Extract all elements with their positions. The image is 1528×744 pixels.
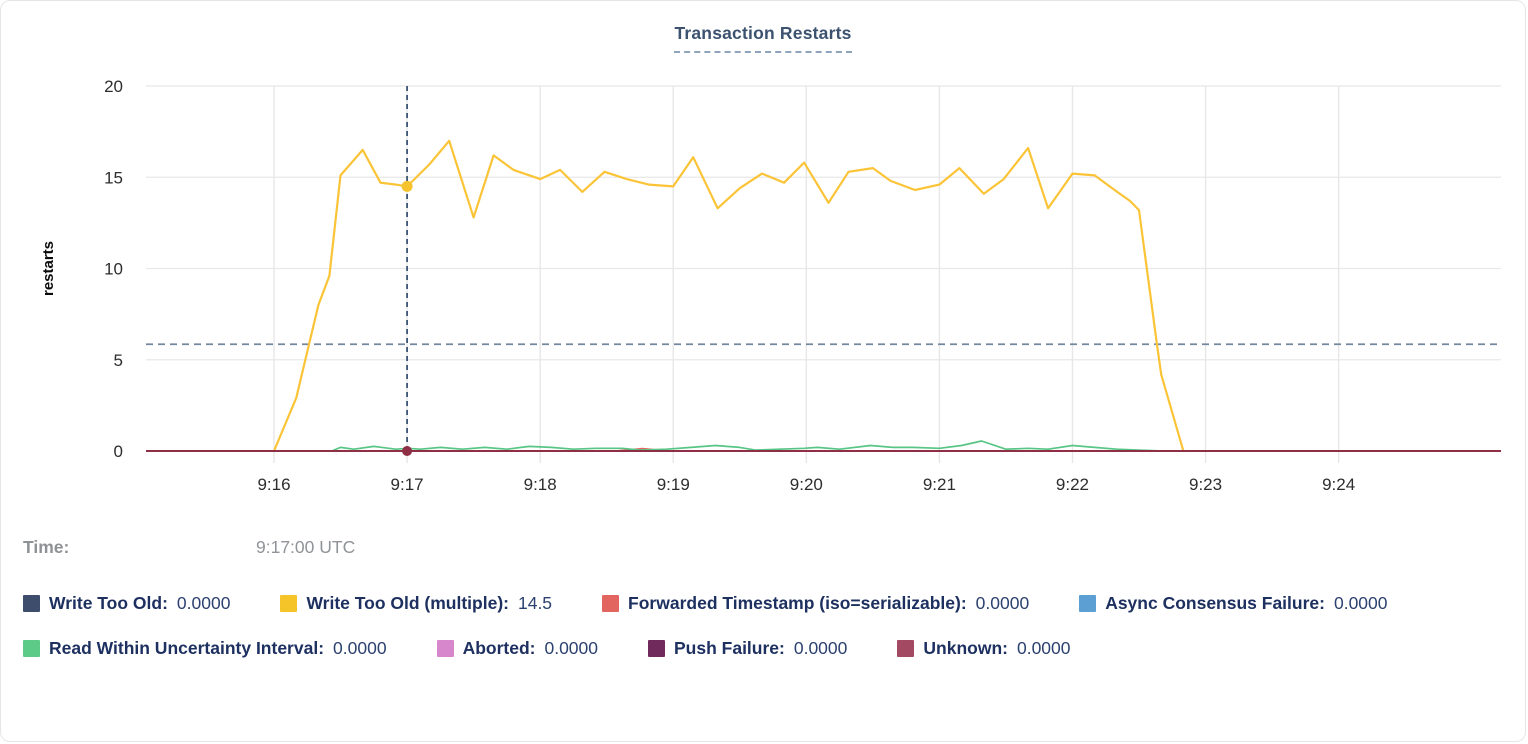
legend-swatch-write-too-old-icon	[23, 594, 40, 612]
series-line-read-within-uncertainty-interval	[331, 440, 1179, 452]
x-tick-label: 9:16	[257, 475, 290, 494]
legend-swatch-read-within-uncertainty-interval-icon	[23, 639, 40, 657]
legend-item-async-consensus-failure: Async Consensus Failure: 0.0000	[1079, 590, 1388, 616]
y-tick-label: 15	[104, 168, 123, 187]
time-label: Time:	[23, 537, 70, 557]
legend-swatch-aborted-icon	[436, 639, 454, 657]
y-axis-label: restarts	[40, 241, 57, 296]
series-line-write-too-old-multiple	[272, 139, 1185, 452]
legend-value: 0.0000	[1333, 592, 1388, 613]
legend-swatch-push-failure-icon	[648, 639, 665, 657]
legend-swatch-unknown-icon	[897, 639, 915, 657]
legend-value: 0.0000	[793, 637, 848, 658]
tooltip-time-row: Time: 9:17:00 UTC	[23, 537, 723, 558]
legend: Write Too Old: 0.0000 Write Too Old (multi…	[23, 590, 1505, 661]
y-tick-label: 5	[114, 351, 123, 370]
highlight-dot-unknown	[402, 446, 413, 456]
legend-item-aborted: Aborted: 0.0000	[436, 635, 598, 661]
legend-value: 0.0000	[176, 592, 231, 613]
legend-swatch-write-too-old-multiple-icon	[280, 594, 298, 612]
transaction-restarts-chart[interactable]: 0 5 10 15 20 9:16 9:17 9:18 9:19 9:20 9:21 9:22 9:23…	[1, 1, 1528, 513]
legend-value: 0.0000	[975, 592, 1030, 613]
x-tick-label: 9:22	[1056, 475, 1089, 494]
x-tick-label: 9:18	[524, 475, 557, 494]
legend-label: Read Within Uncertainty Interval:	[49, 637, 325, 658]
chart-title[interactable]: Transaction Restarts	[674, 23, 852, 53]
legend-value: 0.0000	[544, 637, 598, 658]
legend-label: Write Too Old:	[49, 592, 168, 613]
legend-label: Push Failure:	[674, 637, 785, 658]
legend-item-push-failure: Push Failure: 0.0000	[648, 635, 847, 661]
legend-label: Forwarded Timestamp (iso=serializable):	[628, 592, 967, 613]
x-tick-label: 9:17	[391, 475, 424, 494]
chart-header: Transaction Restarts	[1, 23, 1525, 53]
legend-item-forwarded-timestamp-iso-serializable: Forwarded Timestamp (iso=serializable): 0…	[602, 590, 1029, 616]
legend-item-write-too-old: Write Too Old: 0.0000	[23, 590, 230, 616]
x-tick-label: 9:20	[790, 475, 823, 494]
legend-value: 0.0000	[1016, 637, 1071, 658]
legend-value: 14.5	[517, 592, 553, 613]
legend-item-read-within-uncertainty-interval: Read Within Uncertainty Interval: 0.0000	[23, 635, 387, 661]
legend-label: Async Consensus Failure:	[1105, 592, 1325, 613]
legend-item-write-too-old-multiple: Write Too Old (multiple): 14.5	[280, 590, 552, 616]
legend-swatch-forwarded-timestamp-iso-serializable-icon	[602, 594, 620, 612]
legend-label: Aborted:	[462, 637, 536, 658]
y-tick-label: 0	[114, 442, 123, 461]
x-tick-label: 9:19	[657, 475, 690, 494]
highlight-dot-write-too-old-multiple	[401, 180, 413, 192]
x-tick-label: 9:23	[1189, 475, 1222, 494]
time-value: 9:17:00 UTC	[256, 537, 356, 557]
x-tick-label: 9:21	[923, 475, 956, 494]
x-tick-label: 9:24	[1322, 475, 1355, 494]
legend-item-unknown: Unknown: 0.0000	[897, 635, 1071, 661]
legend-label: Write Too Old (multiple):	[306, 592, 509, 613]
legend-swatch-async-consensus-failure-icon	[1079, 594, 1097, 612]
legend-label: Unknown:	[923, 637, 1008, 658]
legend-value: 0.0000	[333, 637, 387, 658]
y-tick-label: 10	[104, 260, 123, 279]
y-tick-label: 20	[104, 77, 123, 96]
